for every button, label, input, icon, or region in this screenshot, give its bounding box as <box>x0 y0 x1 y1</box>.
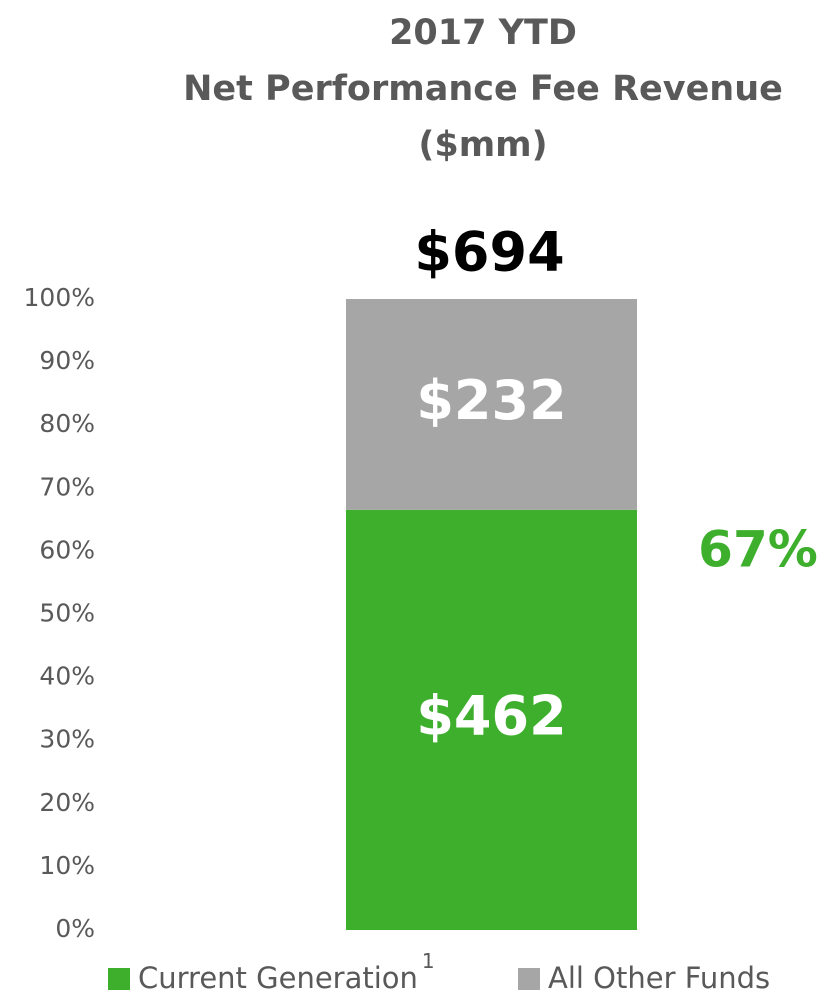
chart-title: ($mm) <box>418 125 547 165</box>
legend-swatch <box>108 968 130 990</box>
y-tick-label: 70% <box>39 472 95 501</box>
y-tick-label: 100% <box>24 283 95 312</box>
legend-name: Current Generation <box>138 961 418 995</box>
total-label: $694 <box>414 221 564 284</box>
y-tick-label: 50% <box>39 599 95 628</box>
segment-label: $462 <box>416 685 566 748</box>
y-tick-label: 80% <box>39 409 95 438</box>
chart-title: 2017 YTD <box>389 13 577 53</box>
bar-segment <box>346 509 637 930</box>
annotation: 67% <box>698 521 818 579</box>
y-tick-label: 0% <box>55 914 95 943</box>
legend-label: Current Generation1 <box>138 949 435 996</box>
segment-label: $232 <box>416 369 566 432</box>
y-tick-label: 30% <box>39 725 95 754</box>
legend-name: All Other Funds <box>548 961 770 995</box>
y-tick-label: 20% <box>39 788 95 817</box>
y-tick-label: 90% <box>39 346 95 375</box>
legend-superscript: 1 <box>422 949 435 973</box>
chart-title: Net Performance Fee Revenue <box>183 69 783 109</box>
y-tick-label: 60% <box>39 535 95 564</box>
legend-swatch <box>518 968 540 990</box>
y-tick-label: 40% <box>39 662 95 691</box>
y-tick-label: 10% <box>39 851 95 880</box>
legend-label: All Other Funds <box>548 961 770 995</box>
bar-segment <box>346 299 637 510</box>
